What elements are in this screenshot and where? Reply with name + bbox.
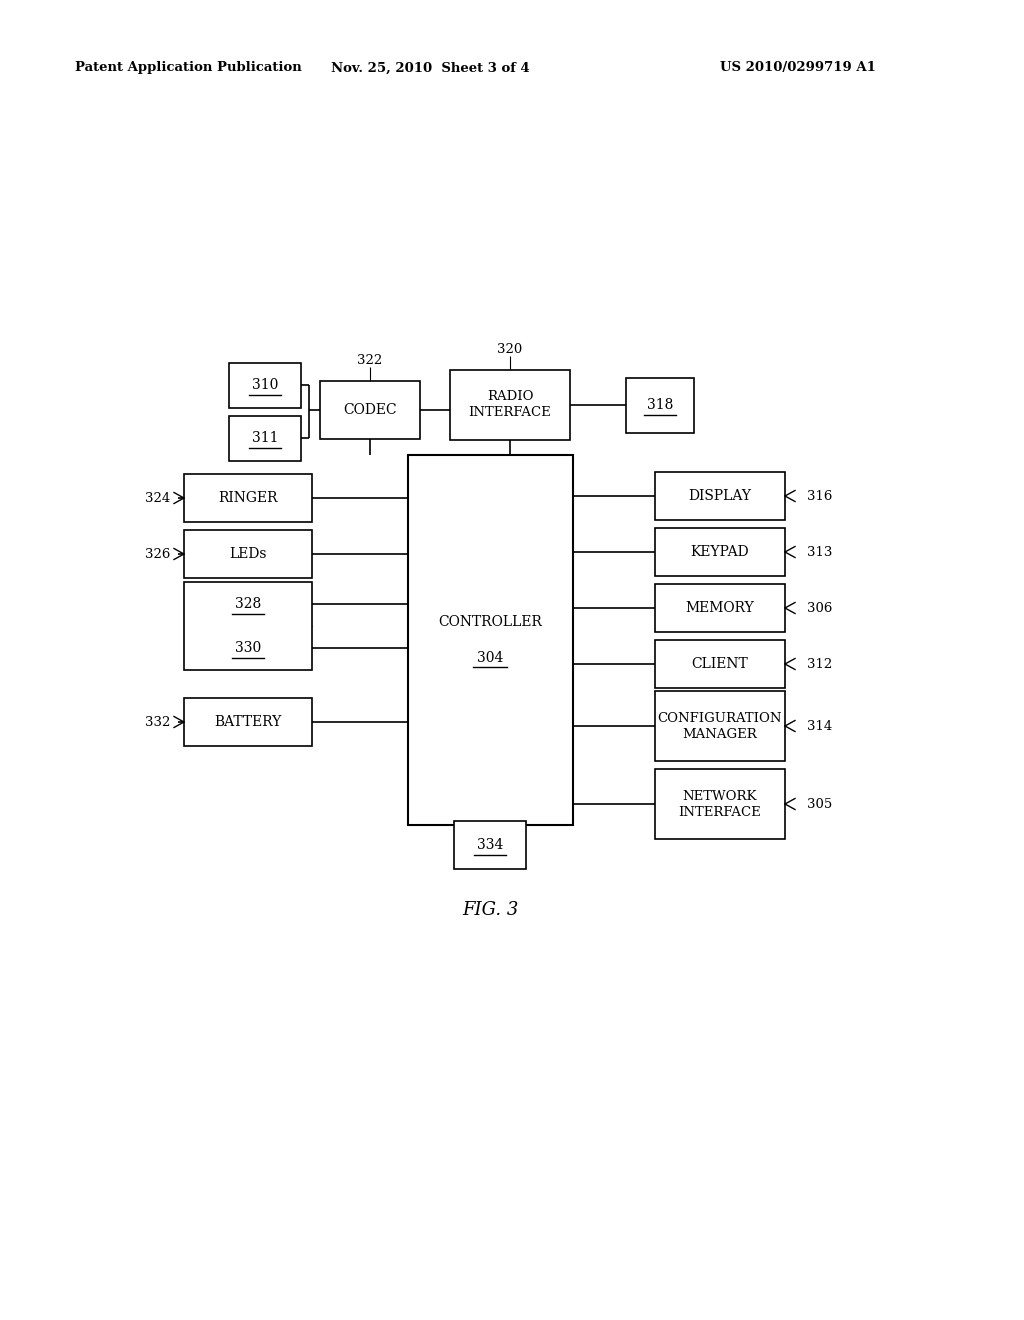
Text: 314: 314 bbox=[807, 719, 833, 733]
Bar bbox=[655, 770, 785, 840]
Bar bbox=[454, 821, 526, 869]
Text: 328: 328 bbox=[234, 597, 261, 611]
Text: KEYPAD: KEYPAD bbox=[690, 545, 750, 558]
Bar bbox=[184, 698, 312, 746]
Text: 320: 320 bbox=[498, 343, 522, 356]
Bar bbox=[655, 583, 785, 632]
Bar bbox=[626, 378, 694, 433]
Text: CONFIGURATION
MANAGER: CONFIGURATION MANAGER bbox=[657, 711, 782, 741]
Bar bbox=[655, 690, 785, 762]
Bar bbox=[408, 455, 572, 825]
Text: 310: 310 bbox=[252, 378, 279, 392]
Bar bbox=[319, 381, 420, 440]
Bar bbox=[655, 640, 785, 688]
Text: MEMORY: MEMORY bbox=[686, 601, 755, 615]
Text: CODEC: CODEC bbox=[343, 403, 397, 417]
Text: Nov. 25, 2010  Sheet 3 of 4: Nov. 25, 2010 Sheet 3 of 4 bbox=[331, 62, 529, 74]
Bar bbox=[184, 474, 312, 521]
Text: RINGER: RINGER bbox=[218, 491, 278, 506]
Text: FIG. 3: FIG. 3 bbox=[462, 902, 518, 919]
Text: 305: 305 bbox=[807, 797, 833, 810]
Text: 306: 306 bbox=[807, 602, 833, 615]
Text: 326: 326 bbox=[144, 548, 170, 561]
Bar bbox=[450, 370, 570, 440]
Text: 311: 311 bbox=[252, 432, 279, 445]
Text: BATTERY: BATTERY bbox=[214, 715, 282, 729]
Text: 322: 322 bbox=[357, 354, 383, 367]
Text: 334: 334 bbox=[477, 838, 503, 851]
Text: 316: 316 bbox=[807, 490, 833, 503]
Bar bbox=[184, 531, 312, 578]
Bar bbox=[184, 582, 312, 671]
Text: 330: 330 bbox=[234, 642, 261, 655]
Text: DISPLAY: DISPLAY bbox=[688, 488, 752, 503]
Bar bbox=[229, 363, 301, 408]
Bar bbox=[655, 473, 785, 520]
Text: LEDs: LEDs bbox=[229, 546, 266, 561]
Bar bbox=[229, 416, 301, 461]
Text: US 2010/0299719 A1: US 2010/0299719 A1 bbox=[720, 62, 876, 74]
Text: 313: 313 bbox=[807, 545, 833, 558]
Text: 318: 318 bbox=[647, 399, 673, 412]
Text: 332: 332 bbox=[144, 715, 170, 729]
Text: CLIENT: CLIENT bbox=[691, 657, 749, 671]
Text: 312: 312 bbox=[807, 657, 833, 671]
Text: NETWORK
INTERFACE: NETWORK INTERFACE bbox=[679, 789, 762, 818]
Text: 304: 304 bbox=[477, 651, 503, 665]
Text: CONTROLLER: CONTROLLER bbox=[438, 615, 542, 630]
Text: 324: 324 bbox=[144, 491, 170, 504]
Text: RADIO
INTERFACE: RADIO INTERFACE bbox=[469, 391, 551, 420]
Text: Patent Application Publication: Patent Application Publication bbox=[75, 62, 302, 74]
Bar bbox=[655, 528, 785, 576]
